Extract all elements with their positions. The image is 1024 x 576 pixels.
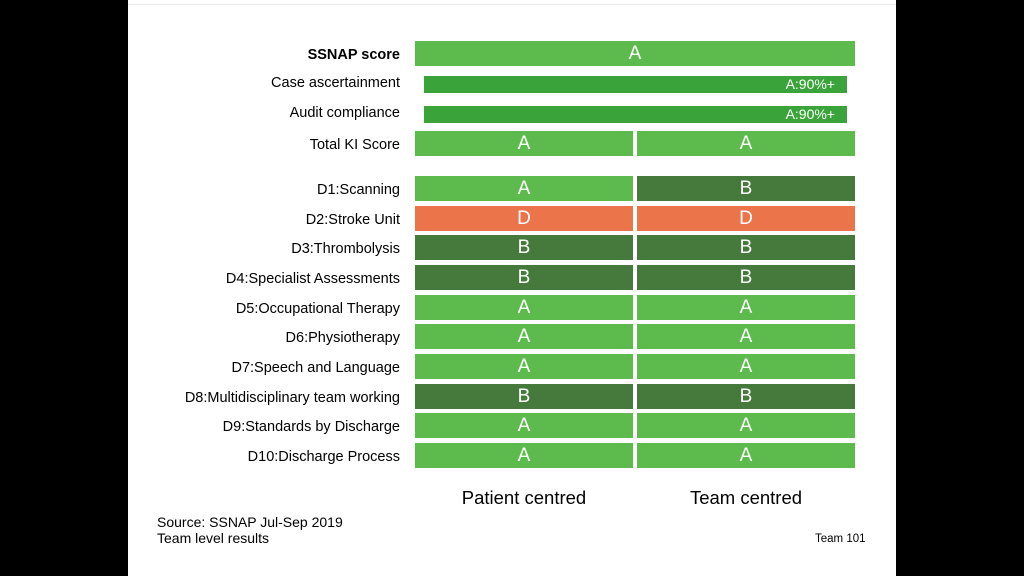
row-label-d8-multidisciplinary-team-working: D8:Multidisciplinary team working	[184, 390, 400, 406]
source-note: Source: SSNAP Jul-Sep 2019 Team level re…	[157, 514, 343, 546]
row-label-d2-stroke-unit: D2:Stroke Unit	[305, 212, 400, 228]
cell-d1-scanning-team: B	[637, 176, 855, 201]
cell-d10-discharge-process-team: A	[637, 443, 855, 468]
slide: SSNAP score A Case ascertainment A:90%+ Audi…	[128, 0, 896, 576]
cell-d5-occupational-therapy-team: A	[637, 295, 855, 320]
cell-case-ascertainment: A:90%+	[424, 76, 847, 93]
column-header-team-centred: Team centred	[689, 487, 803, 508]
cell-d6-physiotherapy-patient: A	[415, 324, 633, 349]
team-label: Team 101	[815, 533, 866, 545]
row-label-d3-thrombolysis: D3:Thrombolysis	[291, 241, 400, 257]
row-label-d9-standards-by-discharge: D9:Standards by Discharge	[222, 419, 400, 435]
cell-d3-thrombolysis-team: B	[637, 235, 855, 260]
cell-total-ki-score-patient: A	[415, 131, 633, 156]
cell-d9-standards-by-discharge-team: A	[637, 413, 855, 438]
cell-audit-compliance: A:90%+	[424, 106, 847, 123]
cell-d4-specialist-assessments-team: B	[637, 265, 855, 290]
cell-ssnap-score: A	[415, 41, 855, 66]
row-label-case-ascertainment: Case ascertainment	[271, 75, 400, 91]
cell-d8-multidisciplinary-team-working-patient: B	[415, 384, 633, 409]
row-label-d7-speech-and-language: D7:Speech and Language	[231, 360, 400, 376]
row-label-ssnap-score: SSNAP score	[307, 47, 400, 63]
cell-d3-thrombolysis-patient: B	[415, 235, 633, 260]
cell-d8-multidisciplinary-team-working-team: B	[637, 384, 855, 409]
cell-d10-discharge-process-patient: A	[415, 443, 633, 468]
cell-d9-standards-by-discharge-patient: A	[415, 413, 633, 438]
row-label-d5-occupational-therapy: D5:Occupational Therapy	[235, 301, 400, 317]
row-label-total-ki-score: Total KI Score	[309, 137, 400, 153]
cell-total-ki-score-team: A	[637, 131, 855, 156]
cell-d1-scanning-patient: A	[415, 176, 633, 201]
cell-d7-speech-and-language-patient: A	[415, 354, 633, 379]
column-header-patient-centred: Patient centred	[461, 487, 587, 508]
source-line: Source: SSNAP Jul-Sep 2019	[157, 514, 343, 530]
cell-d5-occupational-therapy-patient: A	[415, 295, 633, 320]
source-subline: Team level results	[157, 530, 270, 546]
row-label-d6-physiotherapy: D6:Physiotherapy	[285, 330, 400, 346]
slide-top-border	[128, 4, 896, 5]
row-label-d4-specialist-assessments: D4:Specialist Assessments	[225, 271, 400, 287]
cell-d4-specialist-assessments-patient: B	[415, 265, 633, 290]
cell-d6-physiotherapy-team: A	[637, 324, 855, 349]
cell-d7-speech-and-language-team: A	[637, 354, 855, 379]
row-label-d10-discharge-process: D10:Discharge Process	[247, 449, 400, 465]
cell-d2-stroke-unit-team: D	[637, 206, 855, 231]
cell-d2-stroke-unit-patient: D	[415, 206, 633, 231]
row-label-audit-compliance: Audit compliance	[289, 105, 400, 121]
row-label-d1-scanning: D1:Scanning	[316, 182, 400, 198]
